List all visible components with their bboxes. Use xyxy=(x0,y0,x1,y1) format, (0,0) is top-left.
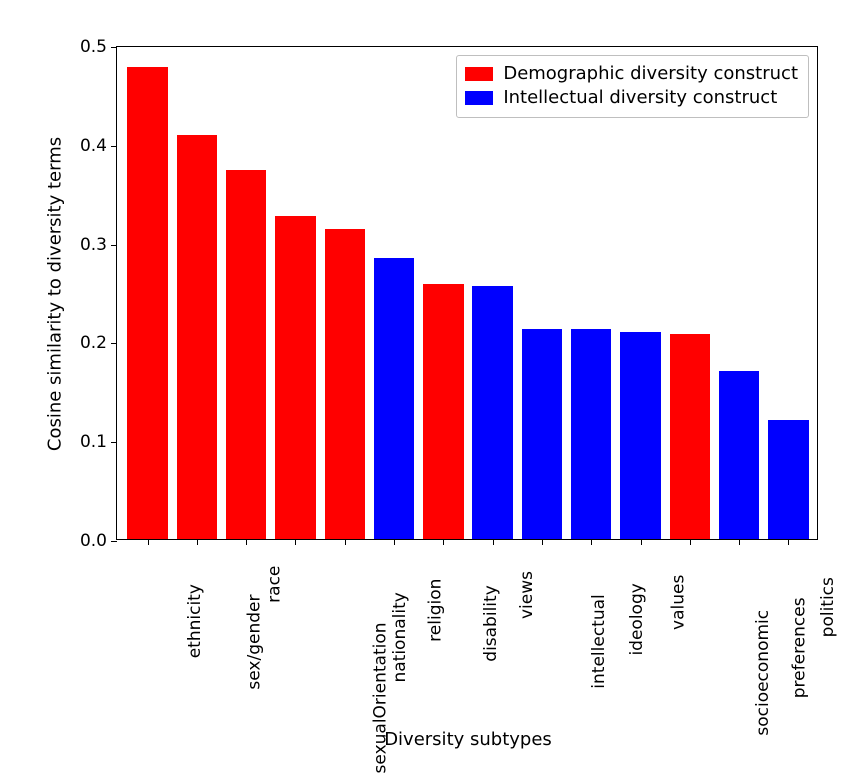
x-tick-label: ideology xyxy=(627,583,647,655)
plot-area xyxy=(117,47,817,539)
x-tick xyxy=(345,539,346,545)
x-tick-label: views xyxy=(517,571,537,619)
y-tick-label: 0.3 xyxy=(80,235,107,255)
x-tick-label: sex/gender xyxy=(244,595,264,690)
x-tick xyxy=(493,539,494,545)
bar xyxy=(768,420,808,539)
x-axis-label: Diversity subtypes xyxy=(384,729,552,750)
legend-item: Demographic diversity construct xyxy=(465,62,798,86)
y-tick-label: 0.0 xyxy=(80,531,107,551)
x-tick xyxy=(591,539,592,545)
x-tick-label: religion xyxy=(426,579,446,642)
legend-item: Intellectual diversity construct xyxy=(465,86,798,110)
bar xyxy=(325,229,365,539)
y-axis-label: Cosine similarity to diversity terms xyxy=(45,137,66,451)
y-tick xyxy=(111,245,117,246)
x-tick-label: preferences xyxy=(790,597,810,698)
x-tick xyxy=(739,539,740,545)
x-tick xyxy=(641,539,642,545)
x-tick-label: ethnicity xyxy=(185,584,205,658)
x-tick xyxy=(295,539,296,545)
x-tick xyxy=(197,539,198,545)
x-tick-label: nationality xyxy=(390,592,410,682)
y-tick xyxy=(111,146,117,147)
y-tick-label: 0.2 xyxy=(80,333,107,353)
x-tick xyxy=(148,539,149,545)
y-tick-label: 0.1 xyxy=(80,432,107,452)
y-tick xyxy=(111,47,117,48)
legend: Demographic diversity constructIntellect… xyxy=(456,55,809,118)
x-tick-label: socioeconomic xyxy=(753,610,773,736)
x-tick xyxy=(542,539,543,545)
y-tick xyxy=(111,541,117,542)
bar xyxy=(127,67,167,539)
legend-label: Demographic diversity construct xyxy=(503,62,798,86)
y-tick xyxy=(111,343,117,344)
bar xyxy=(719,371,759,539)
y-tick xyxy=(111,442,117,443)
x-tick-label: race xyxy=(265,566,285,603)
figure: Cosine similarity to diversity terms Div… xyxy=(0,0,860,776)
bar xyxy=(423,284,463,539)
x-tick xyxy=(394,539,395,545)
y-tick-label: 0.4 xyxy=(80,136,107,156)
bar xyxy=(275,216,315,539)
bar xyxy=(374,258,414,539)
legend-swatch xyxy=(465,91,493,105)
legend-swatch xyxy=(465,67,493,81)
x-tick xyxy=(443,539,444,545)
bar xyxy=(670,334,710,540)
bar xyxy=(472,286,512,539)
bar xyxy=(522,329,562,539)
x-tick-label: disability xyxy=(482,585,502,661)
x-tick-label: politics xyxy=(819,577,839,637)
bar xyxy=(620,332,660,539)
x-tick-label: sexualOrientation xyxy=(371,622,391,773)
bar xyxy=(226,170,266,540)
legend-label: Intellectual diversity construct xyxy=(503,86,777,110)
x-tick xyxy=(690,539,691,545)
x-tick xyxy=(788,539,789,545)
x-tick xyxy=(246,539,247,545)
bar xyxy=(177,135,217,539)
x-tick-label: values xyxy=(668,575,688,630)
axes-frame: Cosine similarity to diversity terms Div… xyxy=(116,46,818,540)
bar xyxy=(571,329,611,539)
y-tick-label: 0.5 xyxy=(80,37,107,57)
x-tick-label: intellectual xyxy=(589,594,609,688)
